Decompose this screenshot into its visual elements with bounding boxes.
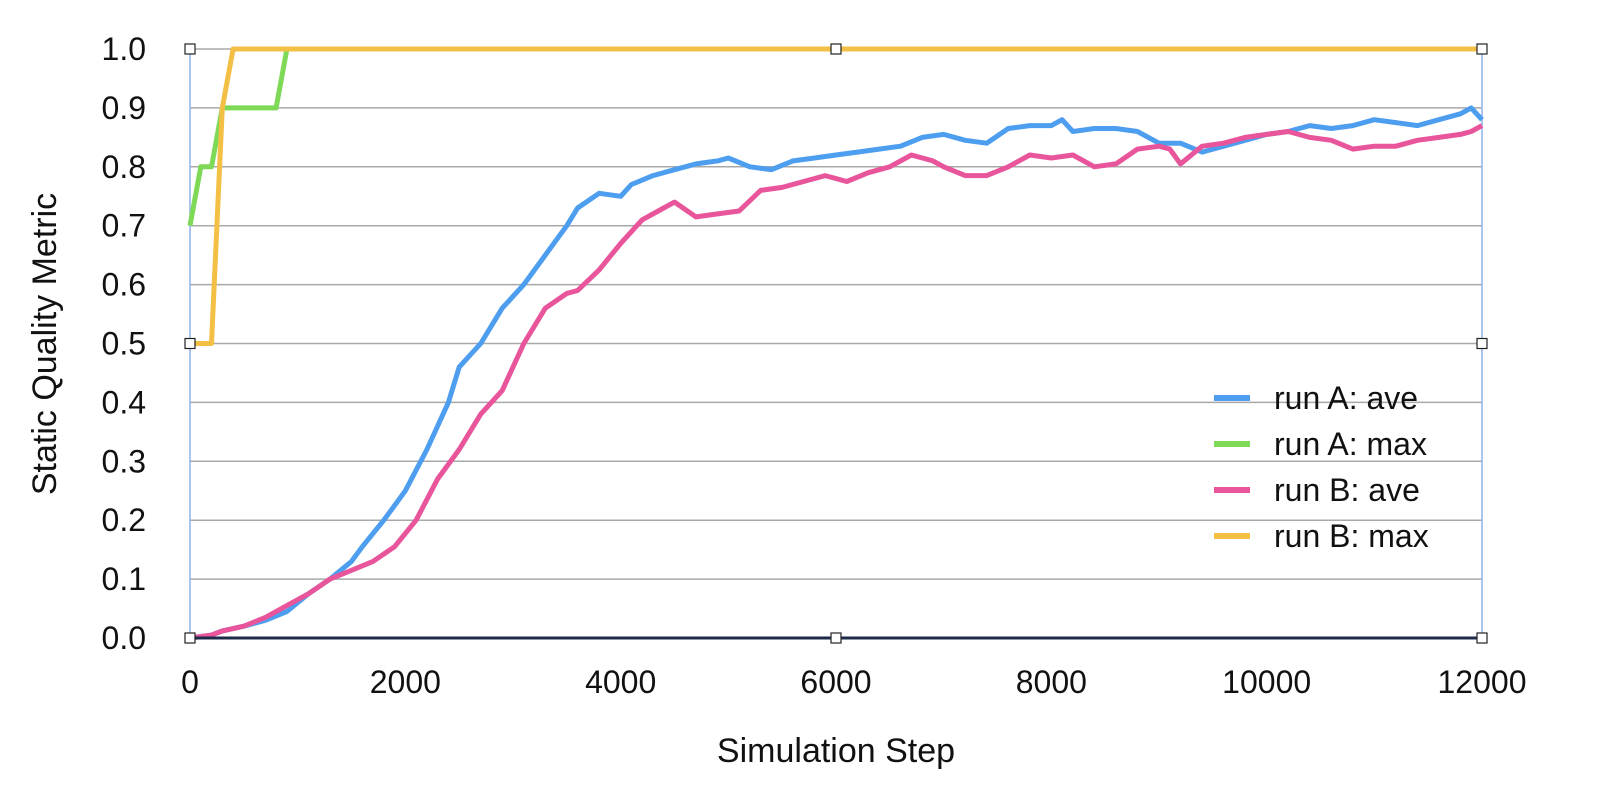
selection-handle-8[interactable]: [1476, 632, 1488, 644]
legend-label-2: run A: max: [1274, 426, 1427, 462]
x-tick-label-5: 10000: [1222, 664, 1311, 700]
x-tick-label-3: 6000: [800, 664, 871, 700]
series-line-4: [190, 46, 1482, 346]
x-tick-label-4: 8000: [1016, 664, 1087, 700]
legend-label-1: run A: ave: [1274, 380, 1418, 416]
y-tick-label-10: 1.0: [102, 31, 146, 67]
legend: run A: ave run A: max run B: ave run B: max: [1214, 380, 1429, 554]
x-axis-title: Simulation Step: [717, 732, 955, 770]
y-axis-title: Static Quality Metric: [26, 193, 64, 495]
y-tick-label-7: 0.7: [102, 208, 146, 244]
y-tick-label-5: 0.5: [102, 326, 146, 362]
y-tick-label-0: 0.0: [102, 620, 146, 656]
x-tick-labels: 0 2000 4000 6000 8000 10000 12000: [181, 664, 1526, 700]
selection-handle-4[interactable]: [184, 337, 196, 350]
selection-handle-5[interactable]: [1476, 337, 1488, 350]
x-tick-label-1: 2000: [370, 664, 441, 700]
selection-handles: [184, 43, 1488, 644]
x-tick-label-2: 4000: [585, 664, 656, 700]
series-line-2: [187, 46, 1482, 227]
y-tick-label-2: 0.2: [102, 502, 146, 538]
selection-handle-6[interactable]: [184, 632, 196, 644]
x-tick-label-6: 12000: [1438, 664, 1527, 700]
x-tick-label-0: 0: [181, 664, 199, 700]
legend-label-4: run B: max: [1274, 518, 1429, 554]
selection-handle-7[interactable]: [830, 632, 842, 644]
legend-label-3: run B: ave: [1274, 472, 1420, 508]
y-tick-labels: 0.0 0.1 0.2 0.3 0.4 0.5 0.6 0.7 0.8 0.9 1.0: [102, 31, 146, 656]
series-line-3: [189, 123, 1484, 641]
y-tick-label-1: 0.1: [102, 561, 146, 597]
selection-handle-3[interactable]: [1476, 43, 1488, 55]
y-tick-label-4: 0.4: [102, 384, 146, 420]
series-line-1: [189, 105, 1484, 641]
selection-handle-2[interactable]: [830, 43, 842, 55]
selection-handle-1[interactable]: [184, 43, 196, 55]
y-tick-label-9: 0.9: [102, 90, 146, 126]
y-tick-label-3: 0.3: [102, 443, 146, 479]
y-tick-label-8: 0.8: [102, 149, 146, 185]
y-tick-label-6: 0.6: [102, 267, 146, 303]
